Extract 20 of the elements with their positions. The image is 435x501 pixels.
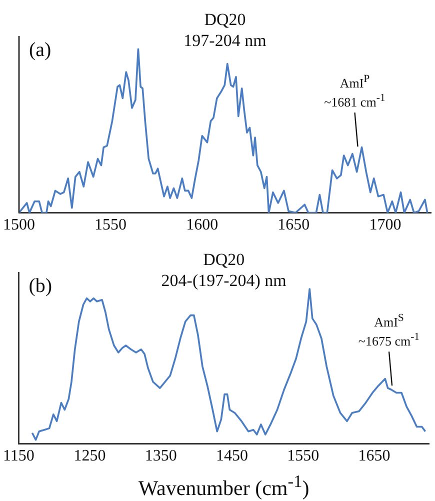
chart-title: DQ20 — [203, 10, 247, 30]
chart-title: DQ20 — [202, 250, 246, 270]
annotation: AmI$^{S}$ ~1675 cm$^{-1}$ — [357, 312, 421, 350]
chart-subtitle: 204-(197-204) nm — [160, 271, 288, 292]
x-tick-label: 1550 — [287, 448, 320, 465]
annotation: (a) — [29, 38, 52, 62]
x-tick-label: 1650 — [278, 216, 310, 234]
x-tick-label: 1500 — [3, 216, 35, 234]
annotation: (b) — [28, 274, 52, 298]
x-tick-label: 1600 — [186, 216, 218, 234]
x-tick-label: 1350 — [144, 448, 177, 465]
x-tick-label: 1150 — [3, 448, 34, 465]
x-axis-title: Wavenumber (cm$^{-1}$) — [137, 471, 310, 501]
x-tick-label: 1250 — [74, 448, 106, 465]
x-tick-label: 1450 — [216, 448, 248, 465]
chart-subtitle: 197-204 nm — [182, 31, 268, 52]
x-tick-label: 1650 — [358, 448, 390, 465]
annotation: AmI$^{P}$ ~1681 cm$^{-1}$ — [323, 73, 386, 111]
x-tick-label: 1550 — [94, 216, 127, 234]
x-tick-label: 1700 — [369, 216, 402, 234]
